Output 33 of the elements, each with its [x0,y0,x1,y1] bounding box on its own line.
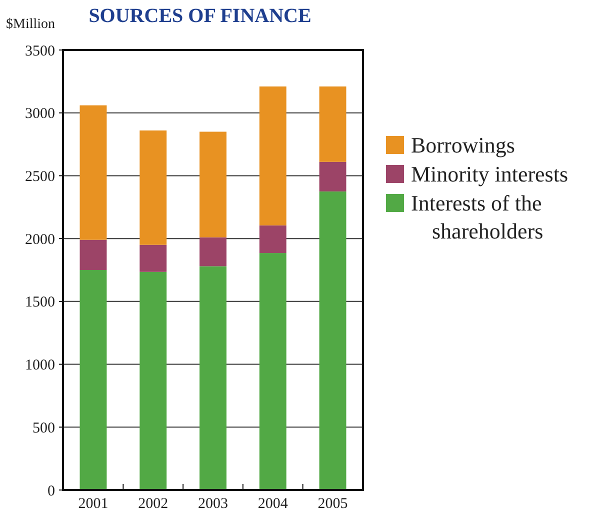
y-tick-label: 2500 [25,168,55,185]
y-tick-label: 0 [48,483,55,500]
bar [80,270,107,490]
x-tick-label: 2005 [318,496,348,512]
x-tick-label: 2004 [258,496,288,512]
bar [80,105,107,240]
chart-title: SOURCES OF FINANCE [88,5,312,27]
x-tick-label: 2001 [78,496,108,512]
bar [259,225,286,254]
bar [259,253,286,490]
y-tick-label: 1500 [25,294,55,311]
legend-label: Minority interests [411,162,568,187]
bar [319,162,346,192]
bar [140,272,167,490]
x-tick-label: 2003 [198,496,228,512]
y-tick-label: 2000 [25,232,55,248]
y-tick-label: 3000 [25,106,55,122]
y-tick-label: 3500 [25,43,55,60]
legend-label: Interests of the shareholders [411,190,544,244]
x-tick-label: 2002 [138,496,168,512]
y-axis-title: $Million [6,17,56,32]
bar [259,86,286,226]
bar [140,130,167,245]
bar [200,132,226,238]
bar [200,266,226,490]
legend-label: Borrowings [411,132,515,158]
bar [319,86,346,162]
y-tick-label: 1000 [25,358,55,374]
y-tick-label: 500 [32,420,55,436]
bar [140,244,167,272]
bar [200,237,226,266]
bar [319,191,346,490]
bar [80,240,107,270]
